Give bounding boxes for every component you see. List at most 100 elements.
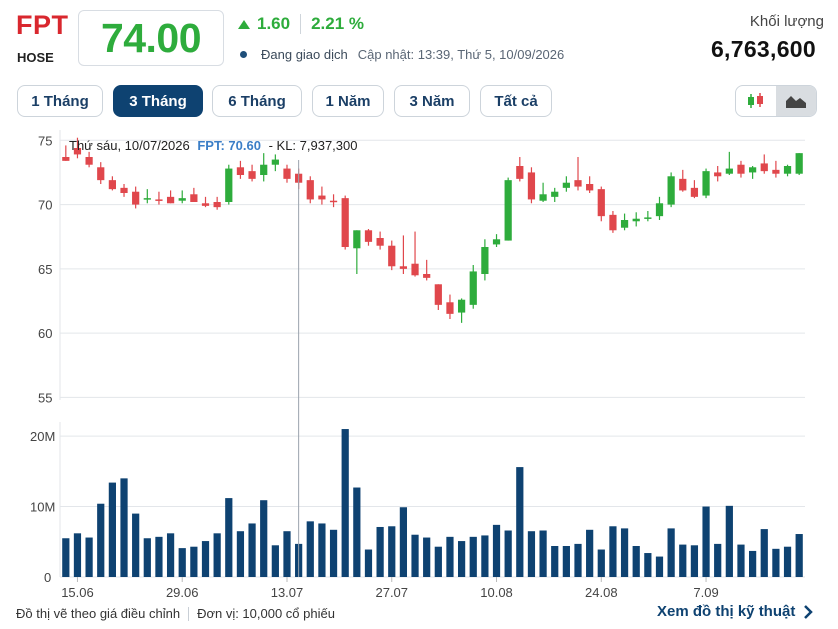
candle-body [504, 180, 512, 241]
chart-type-toggle [735, 85, 817, 117]
volume-bar [225, 498, 233, 577]
tab-all[interactable]: Tất cả [480, 85, 552, 117]
x-tick-label: 27.07 [375, 585, 408, 600]
candle-body [341, 198, 349, 247]
volume-tick-label: 10M [30, 500, 55, 515]
divider [300, 14, 302, 34]
volume-bar [795, 534, 803, 577]
volume-value: 6,763,600 [710, 36, 816, 62]
x-tick-label: 15.06 [61, 585, 94, 600]
volume-bar [388, 526, 396, 577]
area-chart-button[interactable] [776, 86, 816, 116]
tab-3-years[interactable]: 3 Năm [394, 85, 470, 117]
price-tick-label: 55 [38, 390, 52, 405]
volume-bar [679, 544, 687, 577]
adjusted-price-note: Đồ thị vẽ theo giá điều chỉnh [16, 606, 181, 621]
price-volume-chart: 75 70 65 60 55 20M 10M 0 15.06 29.06 13.07 27.07 10… [30, 130, 805, 600]
candle-body [62, 157, 70, 161]
change-percent: 2.21 % [311, 14, 365, 33]
tab-6-months[interactable]: 6 Tháng [212, 85, 302, 117]
candle-body [329, 200, 338, 203]
x-tick-label: 7.09 [693, 585, 718, 600]
volume-bar [155, 536, 163, 577]
volume-bar [271, 545, 279, 577]
candle-body [318, 195, 326, 200]
technical-chart-link[interactable]: Xem đồ thị kỹ thuật [657, 603, 814, 620]
price-tick-label: 75 [38, 133, 52, 148]
candle-body [597, 189, 605, 217]
volume-bar [492, 524, 501, 577]
updated-time: Cập nhật: 13:39, Thứ 5, 10/09/2026 [357, 47, 565, 62]
volume-bar [667, 528, 675, 577]
area-chart-icon [786, 96, 806, 108]
volume-bar [690, 545, 699, 577]
volume-bar [399, 507, 408, 577]
candle-body [749, 167, 757, 173]
candle-body [132, 191, 140, 205]
candle-body [795, 153, 803, 174]
candle-body [97, 167, 105, 181]
volume-bar [527, 531, 536, 577]
x-tick-label: 29.06 [166, 585, 199, 600]
volume-bar [562, 546, 570, 577]
price-change: 1.60 2.21 % [238, 14, 364, 34]
volume-bar [132, 513, 140, 577]
candle-body [166, 196, 175, 204]
volume-bar [760, 529, 768, 577]
volume-bar [423, 537, 431, 577]
candles [62, 137, 803, 323]
candle-body [679, 178, 687, 191]
x-tick-label: 10.08 [480, 585, 513, 600]
volume-bar [481, 535, 489, 577]
volume-bar [469, 536, 477, 577]
candle-body [725, 168, 733, 174]
volume-bar [749, 550, 757, 577]
volume-tick-label: 0 [44, 570, 51, 585]
candle-body [236, 167, 245, 175]
candle-body [574, 180, 582, 187]
candle-body [644, 217, 652, 219]
volume-bar [236, 531, 245, 577]
stock-symbol: FPT [16, 10, 69, 40]
candle-body [73, 148, 82, 155]
change-value: 1.60 [257, 14, 291, 33]
candle-body [213, 202, 221, 208]
volume-bar [364, 549, 373, 577]
volume-bar [283, 531, 291, 577]
tab-1-year[interactable]: 1 Năm [312, 85, 384, 117]
candle-body [306, 180, 314, 200]
tab-1-month[interactable]: 1 Tháng [17, 85, 103, 117]
volume-bar [120, 478, 128, 577]
volume-bar [783, 546, 792, 577]
candle-body [446, 302, 454, 314]
price-box: 74.00 [78, 10, 224, 66]
candle-body [539, 194, 547, 201]
volume-bar [62, 538, 70, 577]
candle-body [772, 169, 780, 174]
candlestick-button[interactable] [736, 86, 776, 116]
chevron-right-icon [804, 604, 814, 619]
volume-bar [73, 533, 82, 577]
candle-body [481, 247, 489, 274]
volume-bar [190, 546, 198, 577]
candle-body [620, 220, 629, 228]
tab-3-months[interactable]: 3 Tháng [113, 85, 203, 117]
candle-body [434, 284, 442, 305]
candle-body [562, 182, 570, 188]
candle-body [190, 194, 198, 202]
volume-bar [772, 548, 780, 577]
trading-status: Đang giao dịch Cập nhật: 13:39, Thứ 5, 1… [240, 47, 564, 62]
candle-body [457, 299, 466, 313]
candle-body [283, 168, 291, 179]
volume-bar [702, 506, 710, 577]
divider [188, 606, 190, 621]
volume-bar [376, 526, 384, 577]
volume-bar [632, 546, 640, 577]
candle-body [516, 166, 524, 179]
candle-body [492, 239, 501, 245]
volume-bar [504, 530, 512, 577]
candle-body [632, 218, 640, 222]
candle-body [388, 245, 396, 267]
status-dot-icon [240, 51, 247, 58]
volume-bar [516, 467, 524, 577]
